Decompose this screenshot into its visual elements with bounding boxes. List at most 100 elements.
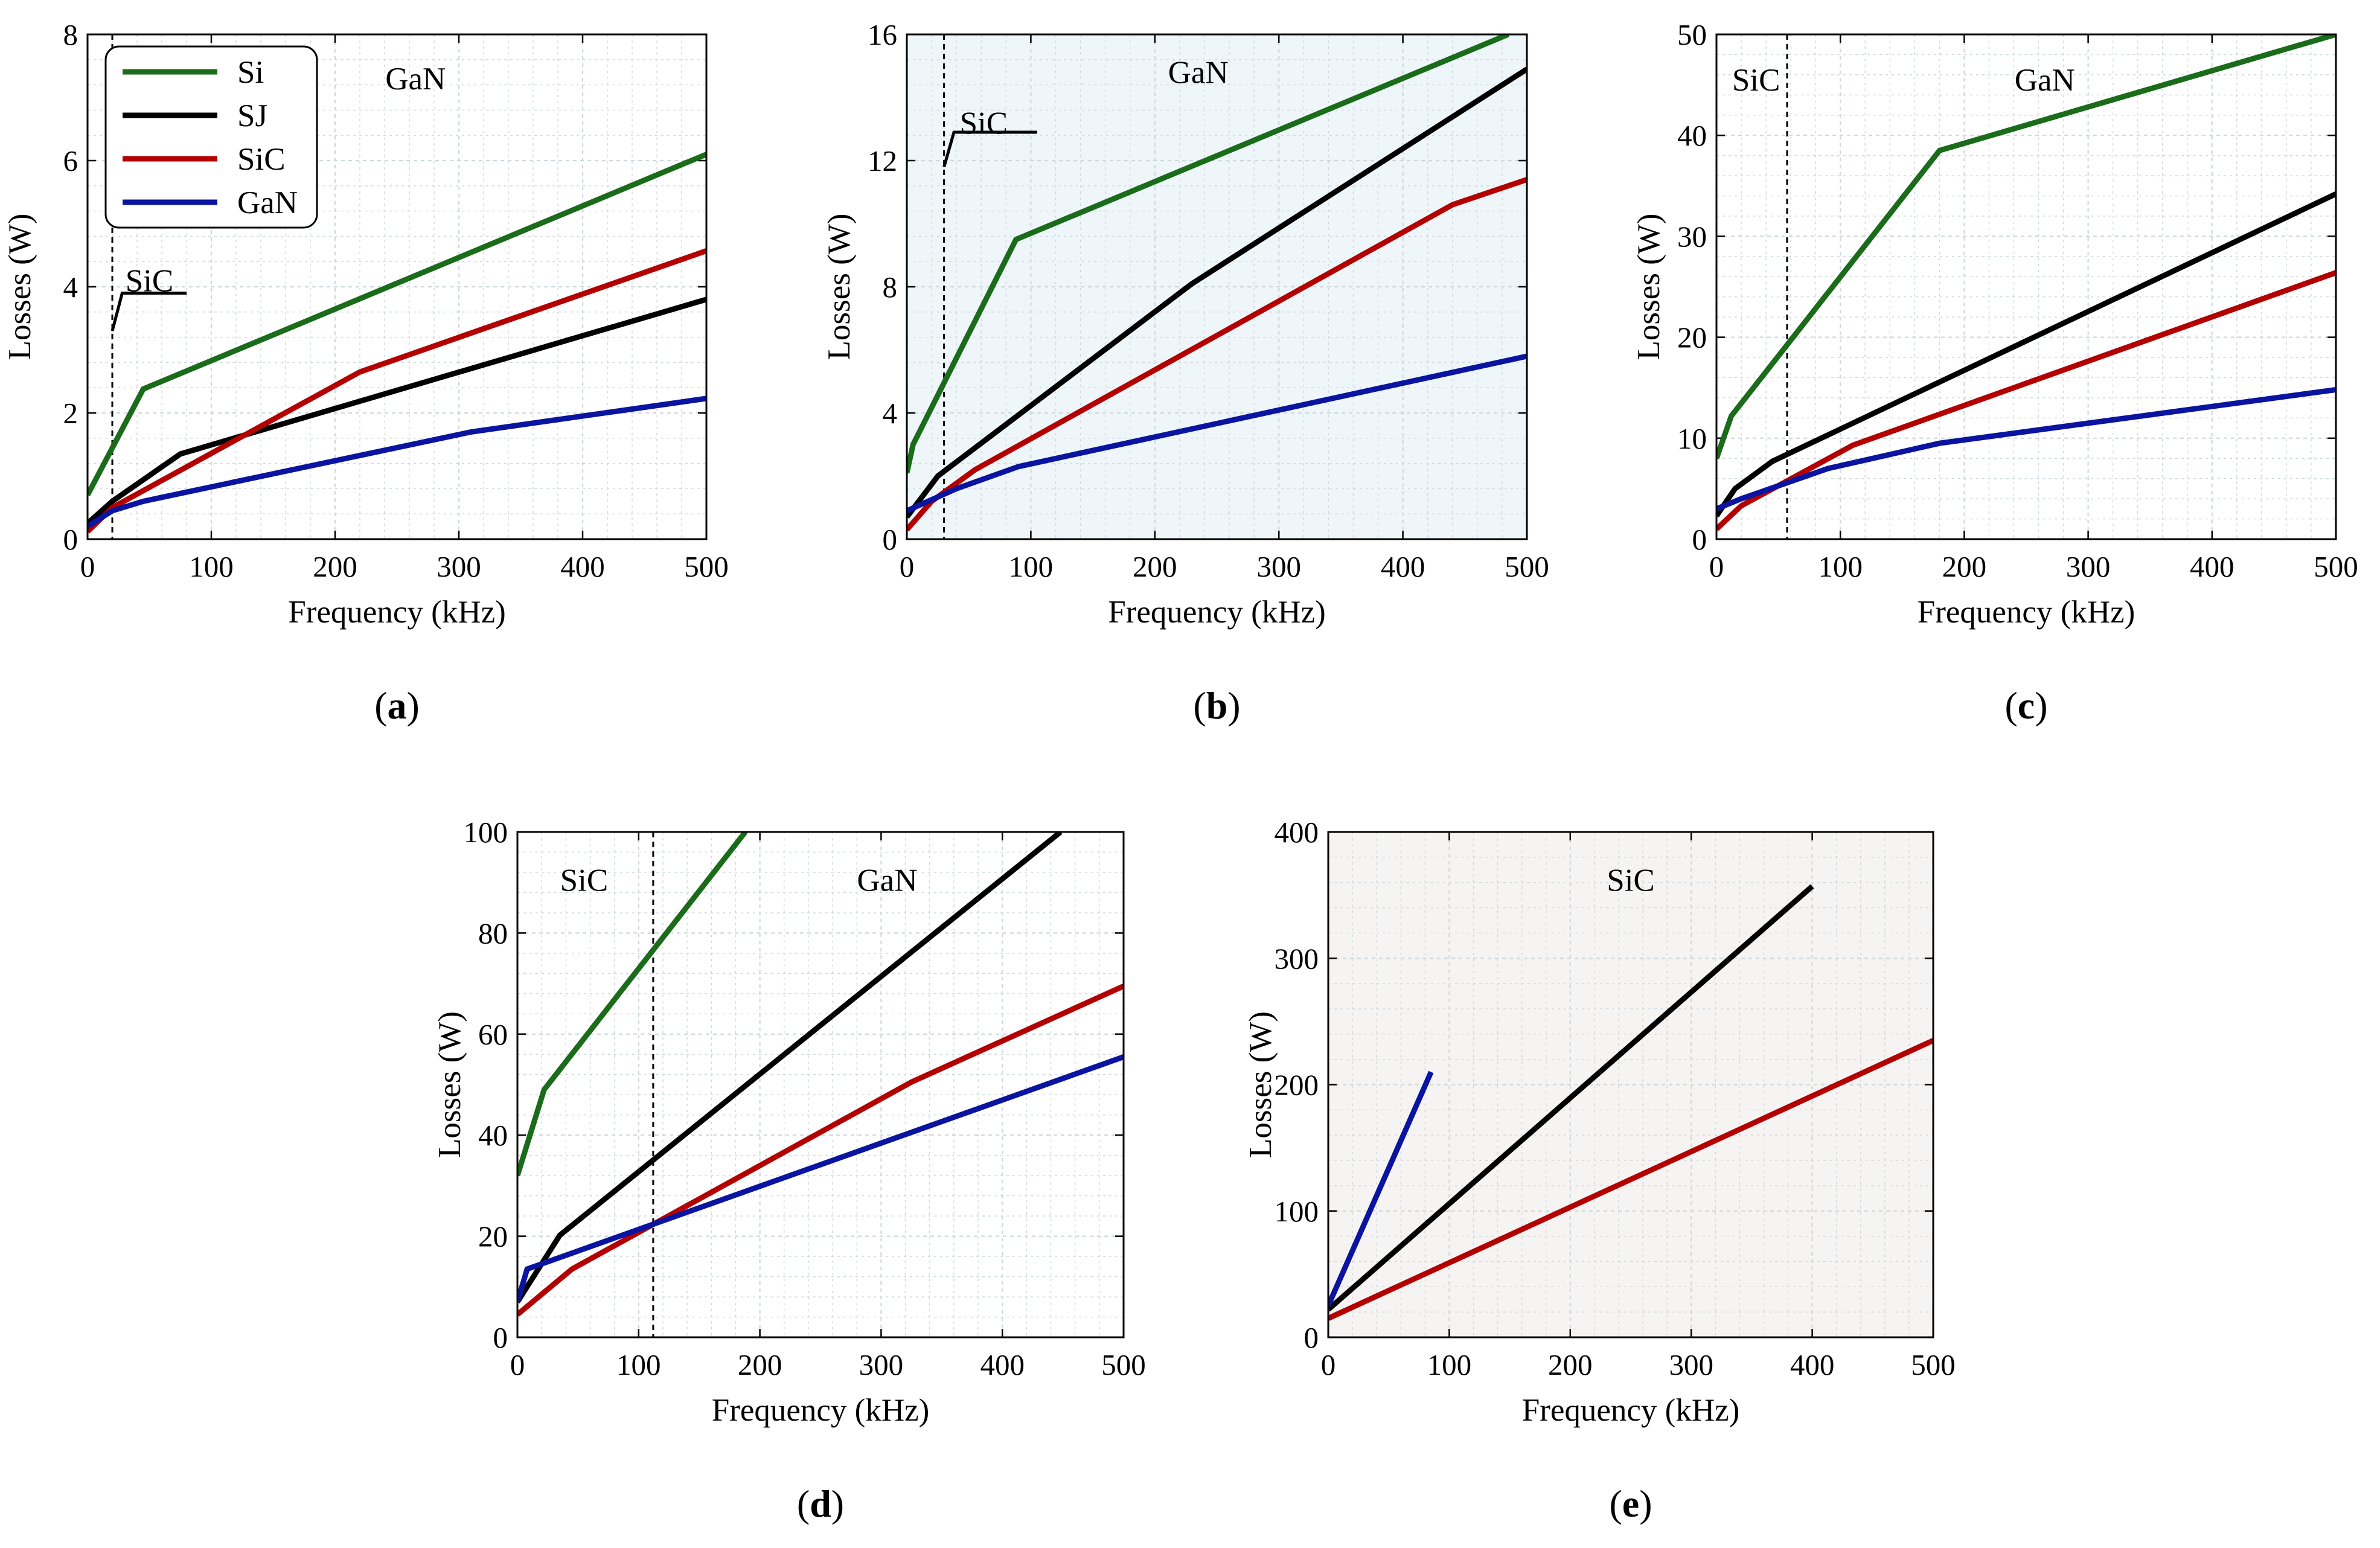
caption-letter: a	[388, 684, 407, 727]
caption-letter: d	[810, 1482, 831, 1525]
legend-box	[104, 45, 318, 229]
x-tick-label: 300	[859, 1348, 904, 1381]
grid	[907, 34, 1527, 539]
y-tick-label: 50	[1677, 18, 1707, 51]
region-label-sic: SiC	[1732, 63, 1780, 98]
y-tick-label: 16	[868, 18, 897, 51]
y-axis-label: Losses (W)	[1631, 214, 1666, 360]
legend: Si SJ SiC GaN	[104, 45, 318, 229]
panel-caption: (c)	[2004, 684, 2047, 727]
plot-frame	[1715, 33, 2337, 540]
series-line-gan	[517, 1054, 1124, 1303]
region-label-sic: SiC	[960, 106, 1008, 141]
y-tick-label: 0	[493, 1321, 508, 1354]
y-tick-label: 60	[478, 1018, 508, 1051]
region-label-gan: GaN	[2015, 63, 2075, 98]
x-tick-label: 0	[900, 550, 915, 583]
grid	[517, 832, 1124, 1337]
x-tick-label: 0	[1709, 550, 1724, 583]
chart-panel-c: 0 100 200 300 400 500 0 10 20 30 40 50 SiC GaN Frequen…	[1631, 18, 2358, 727]
series-line-gan	[1328, 1070, 1434, 1307]
x-tick-label: 300	[1669, 1348, 1713, 1381]
y-tick-label: 0	[1692, 523, 1707, 556]
series-line-sj	[1328, 884, 1814, 1312]
y-tick-label: 40	[478, 1119, 508, 1152]
caption-open: (	[374, 684, 387, 727]
region-label-gan: GaN	[857, 863, 917, 898]
caption-letter: b	[1206, 684, 1228, 727]
x-tick-label: 200	[1548, 1348, 1593, 1381]
grid	[1716, 34, 2336, 539]
x-tick-label: 500	[1911, 1348, 1956, 1381]
x-tick-label: 0	[1321, 1348, 1336, 1381]
series-line-sic	[517, 983, 1124, 1317]
caption-letter: e	[1622, 1482, 1639, 1525]
series-group	[88, 152, 706, 534]
chart-panel-b: 0 100 200 300 400 500 0 4 8 12 16 GaN SiC Frequency (…	[822, 18, 1549, 727]
series-line-si	[517, 832, 748, 1177]
x-tick-label: 500	[684, 550, 729, 583]
caption-open: (	[1193, 684, 1206, 727]
caption-open: (	[797, 1482, 810, 1525]
legend-label-gan: GaN	[237, 185, 298, 220]
caption-close: )	[1227, 684, 1240, 727]
region-label-sic: SiC	[1607, 863, 1655, 898]
grid	[1328, 832, 1933, 1337]
series-line-gan	[88, 395, 706, 529]
y-tick-label: 40	[1677, 119, 1707, 152]
x-tick-label: 200	[1133, 550, 1177, 583]
x-axis-label: Frequency (kHz)	[1918, 595, 2135, 630]
series-line-sic	[907, 177, 1527, 532]
y-tick-label: 6	[63, 144, 78, 178]
series-line-si	[1716, 34, 2336, 459]
y-tick-label: 400	[1275, 816, 1319, 849]
x-tick-label: 100	[616, 1348, 661, 1381]
x-tick-label: 100	[1009, 550, 1054, 583]
series-line-sj	[907, 66, 1527, 519]
y-axis-label: Losses (W)	[432, 1011, 467, 1158]
x-tick-label: 0	[510, 1348, 525, 1381]
x-tick-label: 300	[437, 550, 481, 583]
series-line-si	[907, 34, 1509, 474]
region-callout-bracket	[110, 291, 187, 331]
chart-panel-d: 0 100 200 300 400 500 0 20 40 60 80 100 SiC GaN Freque…	[432, 816, 1146, 1525]
region-callout-bracket	[942, 130, 1037, 168]
caption-close: )	[407, 684, 420, 727]
series-line-gan	[1716, 387, 2336, 511]
y-tick-label: 100	[464, 816, 508, 849]
y-tick-label: 100	[1275, 1195, 1319, 1228]
x-tick-label: 300	[2066, 550, 2111, 583]
series-line-sic	[1328, 1038, 1933, 1321]
y-axis-label: Losses (W)	[822, 214, 857, 360]
legend-label-sic: SiC	[237, 142, 286, 177]
caption-close: )	[831, 1482, 844, 1525]
x-tick-label: 400	[980, 1348, 1025, 1381]
y-tick-label: 20	[1677, 321, 1707, 354]
x-tick-label: 400	[560, 550, 605, 583]
chart-panel-e: 0 100 200 300 400 500 0 100 200 300 400 SiC Frequenc…	[1243, 816, 1956, 1525]
y-tick-label: 8	[883, 270, 898, 304]
x-tick-label: 200	[738, 1348, 782, 1381]
series-line-sj	[517, 832, 1063, 1303]
caption-letter: c	[2018, 684, 2035, 727]
plot-frame	[1327, 831, 1934, 1339]
y-tick-label: 4	[883, 397, 898, 430]
x-tick-label: 300	[1256, 550, 1301, 583]
panel-caption: (d)	[797, 1482, 844, 1525]
y-tick-label: 4	[63, 270, 78, 304]
x-tick-label: 500	[2314, 550, 2358, 583]
y-tick-label: 10	[1677, 422, 1707, 455]
y-axis-label: Losses (W)	[1243, 1011, 1278, 1158]
caption-close: )	[1639, 1482, 1652, 1525]
caption-close: )	[2035, 684, 2047, 727]
x-tick-label: 400	[2190, 550, 2234, 583]
x-tick-label: 500	[1101, 1348, 1146, 1381]
x-axis-label: Frequency (kHz)	[712, 1393, 930, 1428]
y-tick-label: 20	[478, 1220, 508, 1253]
x-tick-label: 200	[313, 550, 357, 583]
x-axis-label: Frequency (kHz)	[1108, 595, 1326, 630]
y-axis-label: Losses (W)	[2, 214, 37, 360]
legend-label-sj: SJ	[237, 98, 267, 133]
chart-panel-a: 0 100 200 300 400 500 0 2 4 6 8 GaN SiC Frequency (kH…	[2, 18, 729, 727]
